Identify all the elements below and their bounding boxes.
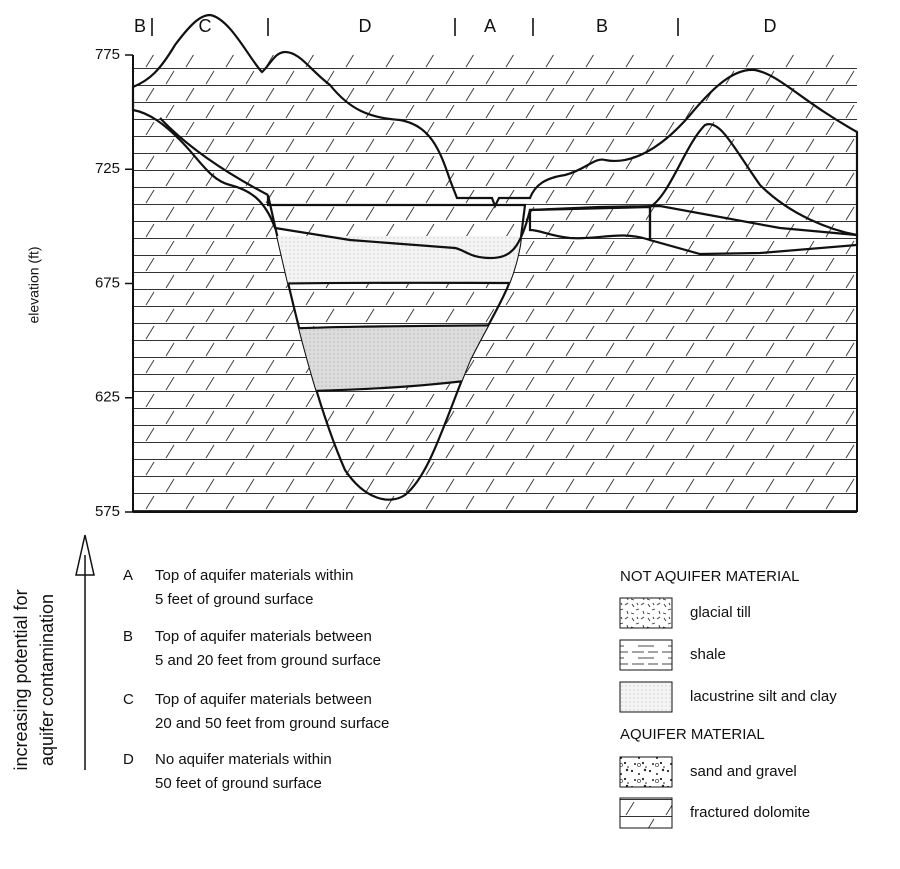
material-label: fractured dolomite bbox=[690, 804, 810, 821]
zone-label: B bbox=[134, 16, 146, 36]
cross-section bbox=[133, 15, 857, 512]
group-title: NOT AQUIFER MATERIAL bbox=[620, 568, 799, 585]
tick-label: 675 bbox=[95, 274, 120, 291]
material-label: glacial till bbox=[690, 604, 751, 621]
swatch bbox=[620, 798, 672, 828]
zone-label: D bbox=[359, 16, 372, 36]
material-label: sand and gravel bbox=[690, 763, 797, 780]
item-text: Top of aquifer materials between bbox=[155, 691, 372, 708]
material-label: shale bbox=[690, 646, 726, 663]
legend: increasing potential for aquifer contami… bbox=[11, 535, 837, 828]
item-text: 50 feet of ground surface bbox=[155, 775, 322, 792]
tick-label: 625 bbox=[95, 389, 120, 406]
item-text: 5 feet of ground surface bbox=[155, 591, 313, 608]
swatch bbox=[620, 757, 672, 787]
item-letter: B bbox=[123, 628, 133, 645]
item-text: 5 and 20 feet from ground surface bbox=[155, 652, 381, 669]
item-letter: A bbox=[123, 567, 133, 584]
y-axis: 775 725 675 625 575 bbox=[95, 46, 133, 520]
item-letter: D bbox=[123, 751, 134, 768]
swatch bbox=[620, 598, 672, 628]
tick-label: 775 bbox=[95, 46, 120, 63]
material-label: lacustrine silt and clay bbox=[690, 688, 837, 705]
zone-label: B bbox=[596, 16, 608, 36]
tick-label: 575 bbox=[95, 503, 120, 520]
swatch bbox=[620, 640, 672, 670]
group-title: AQUIFER MATERIAL bbox=[620, 726, 765, 743]
zone-label: C bbox=[199, 16, 212, 36]
item-text: Top of aquifer materials within bbox=[155, 567, 353, 584]
axis-label: elevation (ft) bbox=[26, 246, 42, 323]
item-text: Top of aquifer materials between bbox=[155, 628, 372, 645]
zone-label: D bbox=[764, 16, 777, 36]
swatch bbox=[620, 682, 672, 712]
arrow-label: increasing potential for bbox=[11, 589, 31, 770]
arrow-label: aquifer contamination bbox=[37, 594, 57, 766]
arrow bbox=[76, 535, 94, 770]
item-text: 20 and 50 feet from ground surface bbox=[155, 715, 389, 732]
zone-label: A bbox=[484, 16, 496, 36]
item-text: No aquifer materials within bbox=[155, 751, 332, 768]
item-letter: C bbox=[123, 691, 134, 708]
diagram: B C D A B D elevation (ft) 775 725 675 625 575 in… bbox=[0, 0, 900, 869]
tick-label: 725 bbox=[95, 160, 120, 177]
